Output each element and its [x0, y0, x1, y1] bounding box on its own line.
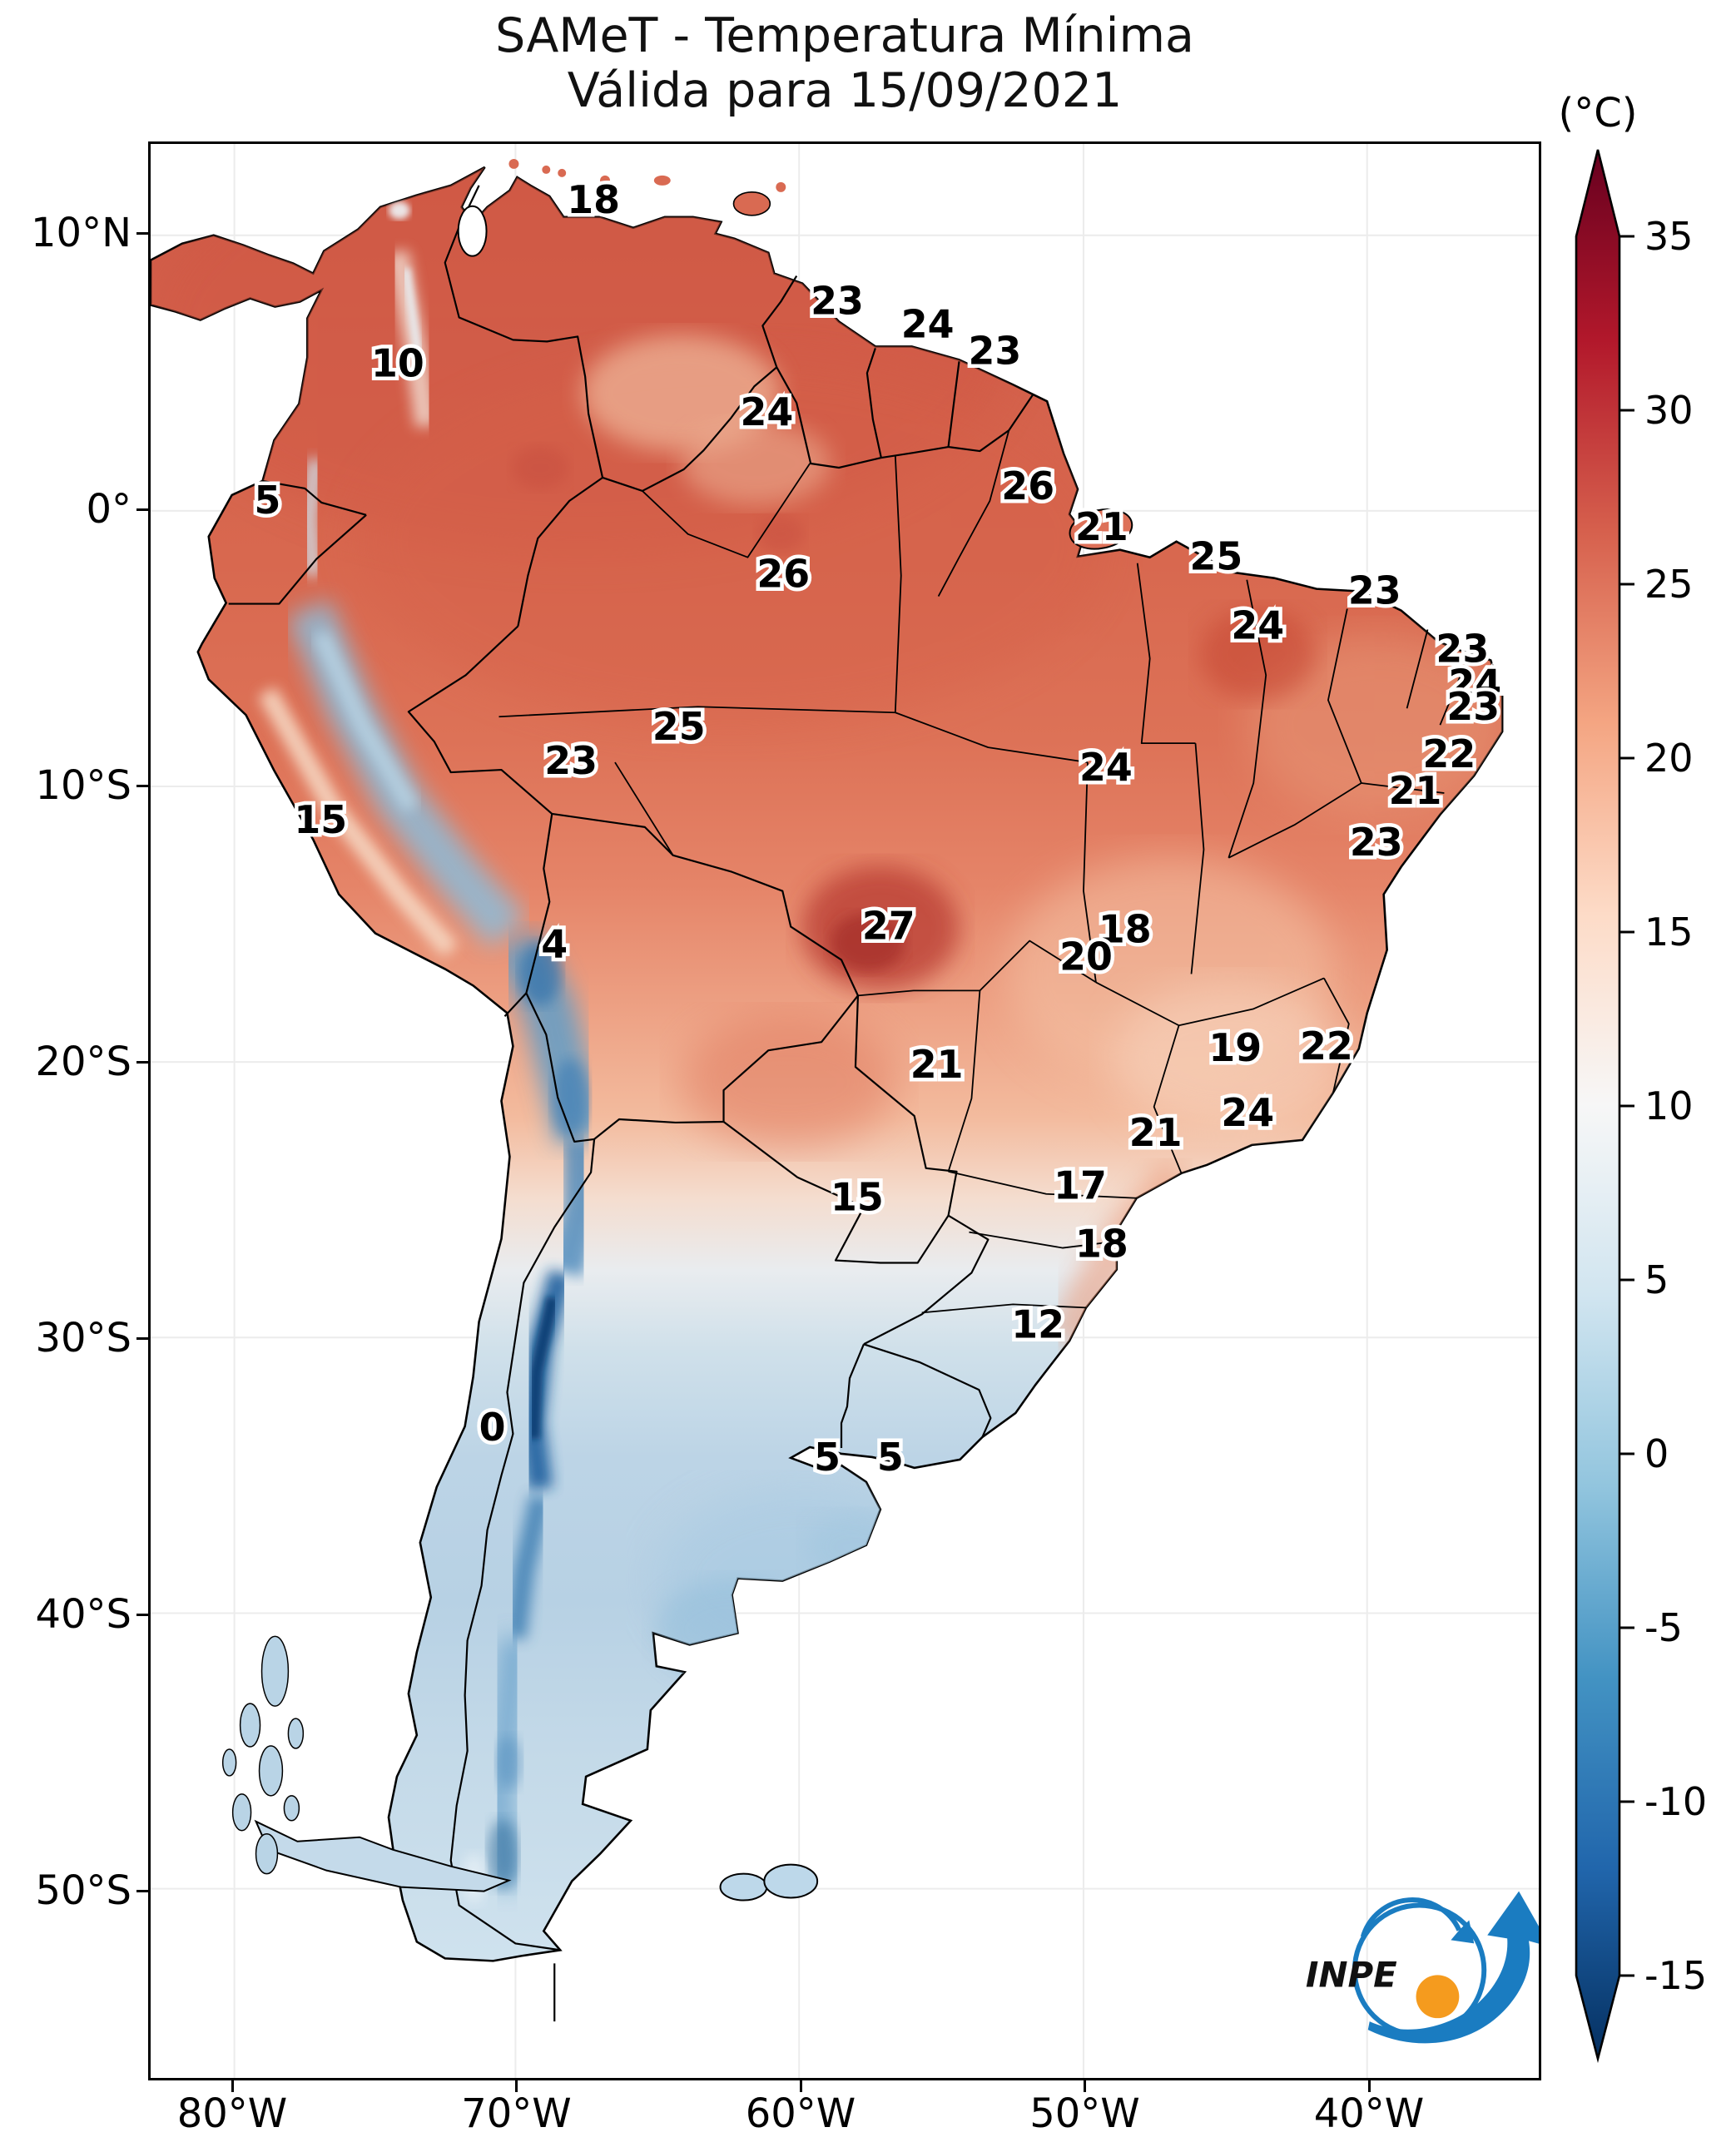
temp-value-label: 5 [877, 1435, 904, 1480]
title-line-1: SAMeT - Temperatura Mínima [495, 8, 1194, 63]
west-falkland-island [719, 1872, 768, 1902]
colorbar-tick-label: 0 [1644, 1431, 1669, 1476]
temp-value-label: 23 [1348, 568, 1401, 613]
lat-tick-mark [136, 1889, 148, 1892]
lon-tick-mark [231, 2080, 234, 2092]
colorbar-tick-label: -15 [1644, 1953, 1707, 1998]
lon-tick-label: 70°W [461, 2090, 572, 2137]
temp-value-label: 18 [1099, 907, 1152, 952]
map-title: SAMeT - Temperatura Mínima Válida para 1… [148, 8, 1541, 118]
lat-tick-mark [136, 508, 148, 511]
temp-value-label: 19 [1208, 1025, 1262, 1070]
inpe-logo: INPE [1306, 1891, 1539, 2044]
temp-value-label: 25 [652, 704, 706, 749]
inpe-logo-text: INPE [1306, 1954, 1397, 1995]
lake-maracaibo [457, 205, 488, 257]
tierra-del-fuego [254, 1819, 512, 1892]
lat-tick-label: 30°S [35, 1315, 131, 1361]
temp-value-label: 23 [1436, 626, 1489, 671]
temp-value-label: 21 [1129, 1110, 1183, 1155]
temp-value-label: 12 [1011, 1302, 1064, 1346]
temp-value-label: 10 [371, 340, 424, 385]
temp-value-label: 17 [1054, 1163, 1107, 1208]
temp-value-label: 24 [740, 389, 793, 434]
temp-value-label: 24 [1079, 745, 1133, 790]
temp-value-label: 24 [901, 301, 955, 346]
lat-tick-mark [136, 1336, 148, 1340]
islands [221, 158, 1133, 1902]
colorbar-svg: 35 30 25 20 15 10 5 0 -5 -10 -15 [1575, 149, 1707, 2064]
lat-tick-mark [136, 1613, 148, 1616]
colorbar-unit-label: (°C) [1558, 90, 1638, 136]
lon-tick-label: 50°W [1029, 2090, 1140, 2137]
colorbar-tick-label: 20 [1644, 736, 1694, 781]
lon-tick-mark [1084, 2080, 1086, 2092]
lat-tick-mark [136, 1060, 148, 1064]
temp-value-label: 21 [1389, 768, 1442, 813]
temp-value-label: 18 [1075, 1222, 1128, 1267]
colorbar-tick-label: -10 [1644, 1779, 1707, 1824]
trinidad-island [732, 191, 771, 216]
colorbar-tick-label: -5 [1644, 1605, 1683, 1650]
temp-value-label: 23 [544, 738, 598, 783]
state-borders [498, 429, 1469, 1314]
colorbar-tick-label: 35 [1644, 214, 1694, 259]
colorbar-tick-label: 30 [1644, 388, 1694, 433]
temp-value-label: 24 [1448, 661, 1501, 706]
colorbar-tick-label: 15 [1644, 910, 1694, 955]
lon-tick-label: 40°W [1313, 2090, 1425, 2137]
lat-tick-mark [136, 784, 148, 787]
temp-value-label: 0 [479, 1405, 506, 1450]
lon-tick-mark [515, 2080, 518, 2092]
temp-value-label: 22 [1300, 1024, 1353, 1069]
temp-value-label: 5 [255, 478, 281, 523]
temp-value-label: 23 [811, 278, 864, 323]
colorbar[interactable]: 35 30 25 20 15 10 5 0 -5 -10 -15 [1548, 92, 1736, 2105]
lat-tick-label: 20°S [35, 1039, 131, 1085]
temp-value-label: 27 [862, 904, 915, 949]
country-borders [228, 185, 1034, 2022]
marajo-island [1069, 508, 1133, 550]
temp-value-label: 15 [294, 797, 347, 842]
temp-value-label: 5 [814, 1435, 841, 1480]
colorbar-ticks: 35 30 25 20 15 10 5 0 -5 -10 -15 [1619, 214, 1707, 1998]
lon-tick-mark [799, 2080, 802, 2092]
temp-value-label: 24 [1231, 602, 1284, 647]
inpe-logo-orange-dot [1416, 1975, 1460, 2019]
temp-value-label: 20 [1059, 934, 1113, 979]
temp-value-label: 23 [968, 328, 1021, 373]
temp-value-label: 24 [1221, 1090, 1274, 1135]
lat-tick-label: 10°S [35, 762, 131, 809]
title-line-2: Válida para 15/09/2021 [567, 63, 1123, 119]
temp-value-label: 22 [1423, 731, 1476, 776]
lat-tick-label: 40°S [35, 1591, 131, 1638]
temp-value-label: 15 [831, 1175, 884, 1220]
east-falkland-island [763, 1863, 819, 1899]
temp-value-label: 4 [541, 921, 568, 966]
colorbar-tick-label: 25 [1644, 562, 1694, 607]
temp-value-label: 23 [1350, 820, 1403, 865]
colorbar-tick-label: 5 [1644, 1257, 1669, 1302]
lon-tick-label: 80°W [176, 2090, 288, 2137]
temp-value-label: 21 [910, 1042, 964, 1087]
lat-tick-label: 50°S [35, 1867, 131, 1914]
temp-value-label: 21 [1075, 504, 1128, 549]
lat-tick-label: 10°N [31, 210, 131, 256]
lon-tick-label: 60°W [745, 2090, 856, 2137]
map-canvas[interactable]: INPE 18 23 24 23 10 24 26 5 21 25 26 23 24 23 24 23 25 22… [148, 141, 1541, 2080]
temp-value-label: 18 [567, 177, 620, 222]
temp-value-label: 26 [756, 552, 810, 597]
temp-value-label: 26 [1001, 464, 1054, 508]
lat-tick-mark [136, 231, 148, 235]
colorbar-gradient-bar [1575, 149, 1621, 2064]
chilean-fjords [221, 1635, 305, 1875]
temp-value-label: 23 [1446, 684, 1500, 729]
temp-value-label: 25 [1190, 534, 1243, 579]
lon-tick-mark [1367, 2080, 1371, 2092]
lat-tick-label: 0° [86, 486, 131, 533]
colorbar-tick-label: 10 [1644, 1083, 1694, 1128]
